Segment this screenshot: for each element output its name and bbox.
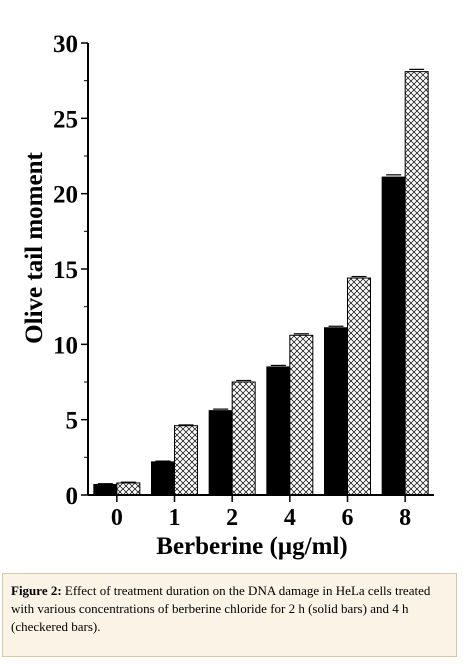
bar-checkered-6 [347,277,371,496]
bar-solid-6 [324,327,348,496]
bar-checkered-2 [231,381,256,496]
bar-solid-8 [381,176,406,496]
bars-group [93,68,429,496]
bar-checkered-0 [116,482,141,496]
y-tick-label-25: 25 [53,106,78,133]
x-tick-label-4: 4 [284,505,296,531]
bar-checkered-8 [404,71,429,496]
y-axis-label: Olive tail moment [21,152,48,344]
x-tick-label-6: 6 [342,505,354,531]
bar-solid-4 [266,366,291,496]
x-tick-label-8: 8 [399,505,411,531]
y-tick-label-5: 5 [66,408,79,435]
ticks-group: 0 1 2 4 6 8 0 5 10 15 20 25 30 [53,31,411,531]
y-tick-label-30: 30 [53,31,78,58]
caption-label: Figure 2: [11,583,62,598]
bar-checkered-4 [289,334,314,496]
figure-caption: Figure 2: Effect of treatment duration o… [2,573,457,657]
x-tick-label-0: 0 [111,505,123,531]
bar-solid-1 [151,461,175,496]
x-axis-label: Berberine (µg/ml) [156,533,347,560]
bar-checkered-1 [174,425,198,496]
y-tick-label-20: 20 [53,182,78,209]
bar-chart: 0 1 2 4 6 8 0 5 10 15 20 25 30 Berberine (µg/ml) Oli… [21,31,434,560]
y-tick-label-10: 10 [53,332,78,359]
bar-solid-0 [93,483,118,496]
caption-text: Effect of treatment duration on the DNA … [11,583,431,634]
x-tick-label-1: 1 [169,505,181,531]
x-tick-label-2: 2 [226,505,238,531]
bar-solid-2 [208,410,233,496]
y-tick-label-15: 15 [53,257,78,284]
y-tick-label-0: 0 [66,483,79,510]
